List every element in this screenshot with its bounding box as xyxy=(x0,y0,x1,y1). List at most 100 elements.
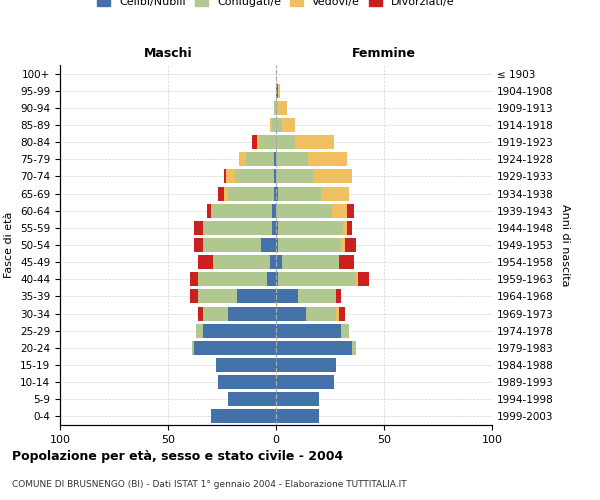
Bar xyxy=(229,392,276,406)
Bar xyxy=(278,101,287,115)
Bar xyxy=(341,238,345,252)
Bar xyxy=(274,170,276,183)
Bar xyxy=(218,375,276,389)
Bar xyxy=(278,272,356,286)
Bar xyxy=(276,410,319,424)
Bar xyxy=(192,341,194,355)
Bar xyxy=(347,204,354,218)
Bar xyxy=(345,238,356,252)
Bar xyxy=(218,186,224,200)
Bar xyxy=(276,118,283,132)
Bar xyxy=(257,135,259,149)
Bar xyxy=(278,186,322,200)
Bar xyxy=(211,204,272,218)
Bar xyxy=(215,358,276,372)
Bar xyxy=(198,272,268,286)
Bar xyxy=(276,152,308,166)
Y-axis label: Fasce di età: Fasce di età xyxy=(4,212,14,278)
Bar xyxy=(214,255,269,269)
Text: Popolazione per età, sesso e stato civile - 2004: Popolazione per età, sesso e stato civil… xyxy=(12,450,343,463)
Bar xyxy=(341,324,349,338)
Text: Femmine: Femmine xyxy=(352,47,416,60)
Bar xyxy=(276,204,332,218)
Bar xyxy=(276,358,337,372)
Bar xyxy=(224,170,226,183)
Bar xyxy=(295,135,334,149)
Bar xyxy=(252,135,257,149)
Bar xyxy=(198,255,214,269)
Bar xyxy=(347,221,352,235)
Bar xyxy=(276,101,278,115)
Bar xyxy=(190,272,198,286)
Bar xyxy=(276,84,278,98)
Bar xyxy=(276,392,319,406)
Bar xyxy=(268,272,276,286)
Bar xyxy=(313,170,352,183)
Bar xyxy=(278,238,341,252)
Bar xyxy=(276,186,278,200)
Bar xyxy=(338,255,354,269)
Bar xyxy=(261,238,276,252)
Bar xyxy=(198,290,237,304)
Bar xyxy=(246,152,274,166)
Bar xyxy=(276,135,295,149)
Bar xyxy=(194,238,203,252)
Bar xyxy=(332,204,347,218)
Bar xyxy=(272,204,276,218)
Text: COMUNE DI BRUSNENGO (BI) - Dati ISTAT 1° gennaio 2004 - Elaborazione TUTTITALIA.: COMUNE DI BRUSNENGO (BI) - Dati ISTAT 1°… xyxy=(12,480,407,489)
Bar xyxy=(276,238,278,252)
Bar xyxy=(343,221,347,235)
Bar xyxy=(272,118,276,132)
Bar xyxy=(278,84,280,98)
Bar xyxy=(211,410,276,424)
Bar xyxy=(283,255,338,269)
Bar xyxy=(276,255,283,269)
Bar xyxy=(203,238,261,252)
Y-axis label: Anni di nascita: Anni di nascita xyxy=(560,204,570,286)
Bar xyxy=(338,306,345,320)
Bar xyxy=(259,135,276,149)
Bar xyxy=(358,272,369,286)
Bar xyxy=(274,101,276,115)
Bar xyxy=(229,186,274,200)
Bar xyxy=(276,221,278,235)
Bar xyxy=(203,324,276,338)
Bar xyxy=(276,375,334,389)
Bar xyxy=(283,118,295,132)
Bar xyxy=(196,324,203,338)
Bar xyxy=(352,341,356,355)
Bar xyxy=(308,152,347,166)
Bar xyxy=(194,221,203,235)
Bar xyxy=(226,170,235,183)
Bar xyxy=(278,221,343,235)
Bar xyxy=(337,290,341,304)
Bar xyxy=(224,186,229,200)
Bar xyxy=(276,170,313,183)
Bar xyxy=(274,152,276,166)
Bar xyxy=(269,255,276,269)
Bar xyxy=(235,170,274,183)
Bar xyxy=(276,272,278,286)
Bar xyxy=(298,290,337,304)
Bar xyxy=(337,306,338,320)
Bar xyxy=(194,341,276,355)
Legend: Celibi/Nubili, Coniugati/e, Vedovi/e, Divorziati/e: Celibi/Nubili, Coniugati/e, Vedovi/e, Di… xyxy=(93,0,459,11)
Bar xyxy=(356,272,358,286)
Bar xyxy=(322,186,349,200)
Bar xyxy=(239,152,246,166)
Bar xyxy=(306,306,337,320)
Bar xyxy=(274,186,276,200)
Bar xyxy=(272,221,276,235)
Bar xyxy=(276,324,341,338)
Bar xyxy=(203,306,229,320)
Bar xyxy=(203,221,272,235)
Bar xyxy=(207,204,211,218)
Bar xyxy=(276,341,352,355)
Bar xyxy=(229,306,276,320)
Bar xyxy=(269,118,272,132)
Bar xyxy=(198,306,203,320)
Bar xyxy=(237,290,276,304)
Bar xyxy=(276,306,306,320)
Bar xyxy=(190,290,198,304)
Text: Maschi: Maschi xyxy=(143,47,193,60)
